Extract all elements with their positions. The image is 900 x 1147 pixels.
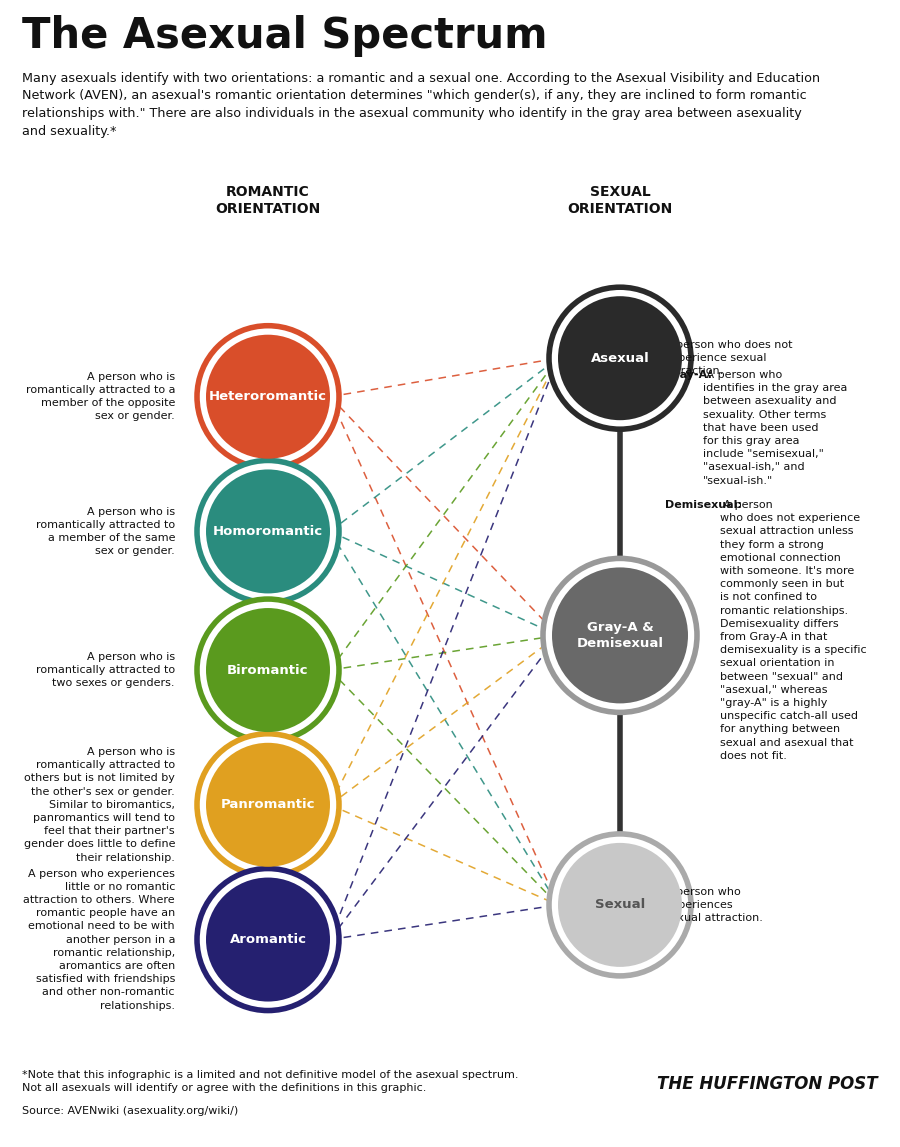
Text: A person who
identifies in the gray area
between asexuality and
sexuality. Other: A person who identifies in the gray area… [703,370,848,485]
Circle shape [197,460,339,602]
Text: A person who
experiences
sexual attraction.: A person who experiences sexual attracti… [665,887,763,923]
Circle shape [206,469,330,593]
Text: Heteroromantic: Heteroromantic [209,390,327,404]
Text: A person who is
romantically attracted to
others but is not limited by
the other: A person who is romantically attracted t… [23,747,175,863]
Text: SEXUAL
ORIENTATION: SEXUAL ORIENTATION [567,185,672,217]
Text: THE HUFFINGTON POST: THE HUFFINGTON POST [657,1075,878,1093]
Text: Sexual: Sexual [595,898,645,912]
Circle shape [206,335,330,459]
Text: Panromantic: Panromantic [220,798,315,811]
Text: Many asexuals identify with two orientations: a romantic and a sexual one. Accor: Many asexuals identify with two orientat… [22,72,820,138]
Text: Gray-A &
Demisexual: Gray-A & Demisexual [577,621,663,650]
Circle shape [558,296,682,420]
Text: Demisexual:: Demisexual: [665,500,742,510]
Text: Gray-A:: Gray-A: [665,370,712,380]
Circle shape [206,877,330,1001]
Circle shape [197,734,339,876]
Text: A person who experiences
little or no romantic
attraction to others. Where
roman: A person who experiences little or no ro… [23,868,175,1011]
Circle shape [549,287,691,429]
Text: Asexual: Asexual [590,352,650,365]
Circle shape [543,559,697,712]
Text: A person who is
romantically attracted to a
member of the opposite
sex or gender: A person who is romantically attracted t… [25,372,175,421]
Text: Aromantic: Aromantic [230,933,307,946]
Text: Source: AVENwiki (asexuality.org/wiki/): Source: AVENwiki (asexuality.org/wiki/) [22,1106,238,1116]
Circle shape [552,568,688,703]
Text: ROMANTIC
ORIENTATION: ROMANTIC ORIENTATION [215,185,320,217]
Circle shape [206,608,330,732]
Text: A person
who does not experience
sexual attraction unless
they form a strong
emo: A person who does not experience sexual … [720,500,867,760]
Text: A person who does not
experience sexual
attraction.: A person who does not experience sexual … [665,340,793,376]
Circle shape [558,843,682,967]
Text: Homoromantic: Homoromantic [213,525,323,538]
Circle shape [206,743,330,867]
Text: Biromantic: Biromantic [227,664,309,677]
Circle shape [197,599,339,741]
Text: *Note that this infographic is a limited and not definitive model of the asexual: *Note that this infographic is a limited… [22,1070,518,1093]
Circle shape [549,834,691,976]
Circle shape [197,868,339,1011]
Circle shape [197,326,339,468]
Text: A person who is
romantically attracted to
two sexes or genders.: A person who is romantically attracted t… [36,651,175,688]
Text: The Asexual Spectrum: The Asexual Spectrum [22,15,547,57]
Text: A person who is
romantically attracted to
a member of the same
sex or gender.: A person who is romantically attracted t… [36,507,175,556]
